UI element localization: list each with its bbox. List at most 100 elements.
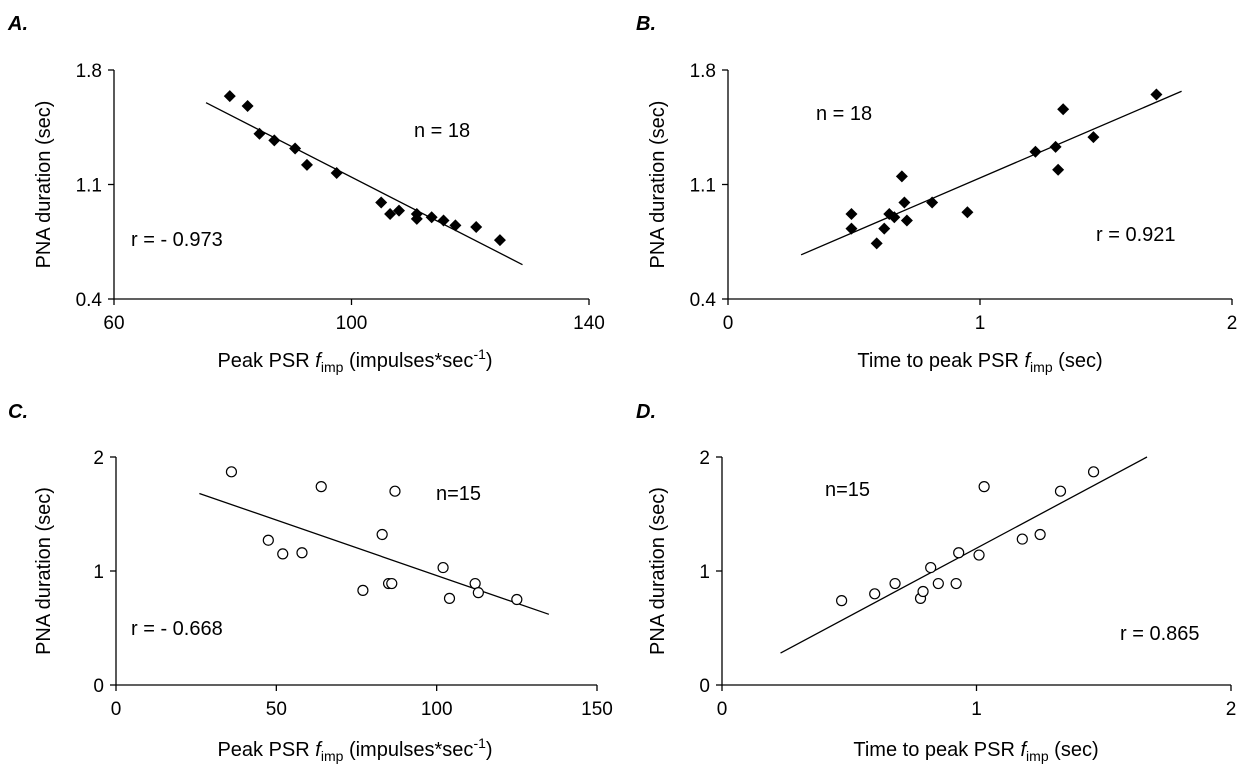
x-axis-label-main: Time to peak PSR — [853, 739, 1020, 761]
data-point — [410, 212, 423, 225]
data-point — [870, 237, 883, 250]
x-tick-label: 50 — [266, 699, 287, 720]
y-tick-label: 0.4 — [690, 290, 717, 311]
data-point — [389, 485, 401, 497]
x-tick-label: 1 — [971, 699, 982, 720]
r-annotation: r = - 0.668 — [131, 618, 223, 640]
x-tick-label: 0 — [111, 699, 122, 720]
x-tick-label: 0 — [717, 699, 728, 720]
x-axis-label-subscript: imp — [1030, 359, 1053, 375]
data-point — [253, 127, 266, 140]
y-tick-label: 0 — [93, 676, 104, 697]
x-axis-label-f: f — [315, 350, 323, 372]
data-point — [437, 561, 449, 574]
data-point — [953, 547, 965, 559]
x-axis-label: Time to peak PSR fimp (sec) — [853, 739, 1098, 764]
y-tick-label: 0.4 — [76, 290, 103, 311]
x-axis-label-main: Peak PSR — [217, 350, 315, 372]
x-tick-label: 100 — [421, 699, 453, 720]
x-axis-label-subscript: imp — [1026, 748, 1049, 764]
data-point — [932, 577, 944, 590]
data-point — [888, 211, 901, 224]
data-point — [961, 206, 974, 219]
y-tick-label: 1.1 — [76, 176, 102, 197]
x-axis-label-rest: (sec) — [1053, 350, 1103, 372]
data-point — [1087, 131, 1100, 144]
data-point — [836, 595, 848, 607]
n-annotation: n=15 — [825, 479, 870, 501]
data-point — [357, 584, 369, 596]
r-annotation: r = - 0.973 — [131, 229, 223, 251]
y-tick-label: 1.8 — [76, 61, 102, 82]
n-annotation: n = 18 — [414, 120, 470, 142]
n-annotation: n=15 — [436, 483, 481, 505]
data-point — [511, 593, 523, 606]
data-point — [1029, 145, 1042, 158]
data-point — [973, 549, 985, 561]
x-axis-label-rest: (impulses*sec — [343, 739, 473, 761]
data-point — [845, 222, 858, 235]
data-point — [437, 214, 450, 227]
data-point — [978, 481, 990, 493]
chart-panel-a: A. 0.4 1.1 1.8 60 100 140 PNA duration (sec) Pea… — [7, 13, 605, 375]
data-point — [223, 90, 236, 103]
r-annotation: r = 0.921 — [1096, 224, 1176, 246]
data-point — [393, 204, 405, 217]
data-point — [296, 547, 308, 559]
y-tick-label: 0 — [699, 676, 710, 697]
x-axis-label-main: Peak PSR — [217, 739, 315, 761]
y-axis-label: PNA duration (sec) — [647, 101, 669, 269]
y-tick-label: 1 — [699, 562, 710, 583]
x-tick-label: 2 — [1227, 313, 1238, 334]
data-point — [262, 534, 274, 546]
data-point — [384, 207, 397, 220]
x-tick-label: 100 — [336, 313, 368, 334]
x-axis-label-superscript: -1 — [473, 735, 486, 751]
x-tick-label: 0 — [723, 313, 734, 334]
data-point — [900, 214, 913, 227]
x-axis-label-rest: (sec) — [1049, 739, 1099, 761]
data-point — [1054, 485, 1067, 497]
y-axis-label: PNA duration (sec) — [33, 487, 55, 655]
x-axis-label: Time to peak PSR fimp (sec) — [857, 350, 1102, 375]
data-point — [895, 170, 908, 183]
data-point — [925, 561, 937, 574]
y-tick-label: 2 — [699, 448, 710, 469]
panel-label: D. — [636, 401, 656, 423]
data-point — [1034, 528, 1046, 541]
data-point — [470, 221, 483, 234]
x-axis-label: Peak PSR fimp (impulses*sec-1) — [217, 735, 492, 764]
y-tick-label: 1.8 — [690, 61, 716, 82]
x-axis-label-subscript: imp — [321, 748, 344, 764]
data-point — [300, 158, 313, 171]
x-axis-label-subscript: imp — [321, 359, 344, 375]
data-point — [315, 481, 327, 493]
data-point — [375, 196, 388, 209]
x-axis-label-end: ) — [486, 739, 493, 761]
data-point — [268, 134, 281, 147]
data-point — [1049, 140, 1062, 153]
data-point — [878, 222, 891, 235]
data-point — [289, 142, 302, 155]
data-point — [1150, 88, 1163, 101]
chart-panel-c: C. 0 1 2 0 50 100 150 PNA duration (sec) Peak PSR… — [8, 401, 613, 764]
panel-label: C. — [8, 401, 28, 423]
x-tick-label: 140 — [573, 313, 605, 334]
data-point — [469, 577, 481, 590]
data-point — [472, 587, 484, 599]
data-point — [845, 207, 858, 220]
x-axis-label-end: ) — [486, 350, 493, 372]
data-point — [1087, 466, 1100, 478]
n-annotation: n = 18 — [816, 103, 872, 125]
y-axis-label: PNA duration (sec) — [33, 101, 55, 269]
r-annotation: r = 0.865 — [1120, 623, 1200, 645]
data-point — [225, 466, 238, 478]
data-point — [889, 577, 901, 590]
data-point — [493, 234, 506, 247]
x-tick-label: 1 — [975, 313, 986, 334]
data-point — [1016, 533, 1028, 545]
data-point — [898, 196, 911, 209]
x-tick-label: 2 — [1226, 699, 1237, 720]
data-point — [386, 577, 398, 590]
x-axis-label-superscript: -1 — [473, 346, 486, 362]
